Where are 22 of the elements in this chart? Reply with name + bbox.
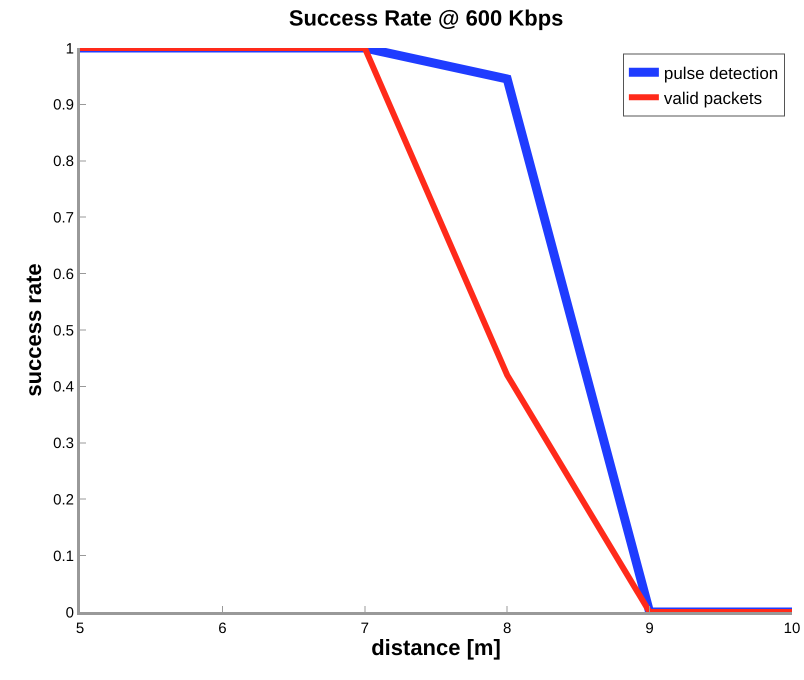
- x-tick-label: 7: [360, 620, 369, 637]
- y-tick-label: 0.2: [53, 491, 74, 508]
- x-tick-label: 10: [784, 620, 800, 637]
- y-tick-label: 1: [66, 40, 74, 58]
- x-axis-title: distance [m]: [371, 634, 501, 660]
- y-tick-label: 0.6: [53, 266, 74, 283]
- y-tick-label: 0.9: [53, 96, 74, 114]
- y-tick-label: 0.4: [53, 378, 74, 396]
- legend-label: valid packets: [664, 88, 762, 108]
- y-tick-label: 0.8: [53, 153, 74, 170]
- chart-title: Success Rate @ 600 Kbps: [288, 6, 564, 31]
- x-tick-label: 6: [218, 620, 227, 637]
- y-axis-title: success rate: [20, 263, 46, 397]
- legend-label: pulse detection: [664, 64, 778, 83]
- x-tick-label: 9: [645, 620, 654, 637]
- y-tick-label: 0.5: [53, 322, 74, 340]
- x-tick-label: 8: [503, 620, 512, 637]
- y-tick-label: 0.1: [53, 548, 74, 565]
- y-tick-label: 0: [66, 604, 74, 622]
- x-tick-label: 5: [76, 620, 84, 637]
- y-tick-label: 0.7: [53, 209, 74, 226]
- y-tick-label: 0.3: [53, 435, 74, 452]
